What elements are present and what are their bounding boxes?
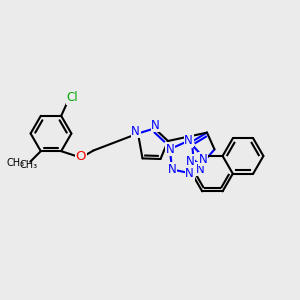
- Text: N: N: [131, 124, 140, 138]
- Text: N: N: [196, 163, 205, 176]
- Text: CH₃: CH₃: [7, 158, 25, 168]
- Text: N: N: [151, 119, 160, 132]
- Text: N: N: [184, 134, 194, 147]
- Text: Cl: Cl: [67, 91, 78, 104]
- Text: N: N: [186, 154, 195, 168]
- Text: N: N: [166, 142, 174, 156]
- Text: N: N: [184, 134, 193, 147]
- Text: N: N: [185, 167, 194, 180]
- Text: N: N: [198, 152, 207, 166]
- Text: N: N: [168, 163, 176, 176]
- Text: O: O: [76, 150, 86, 163]
- Text: CH₃: CH₃: [20, 160, 38, 170]
